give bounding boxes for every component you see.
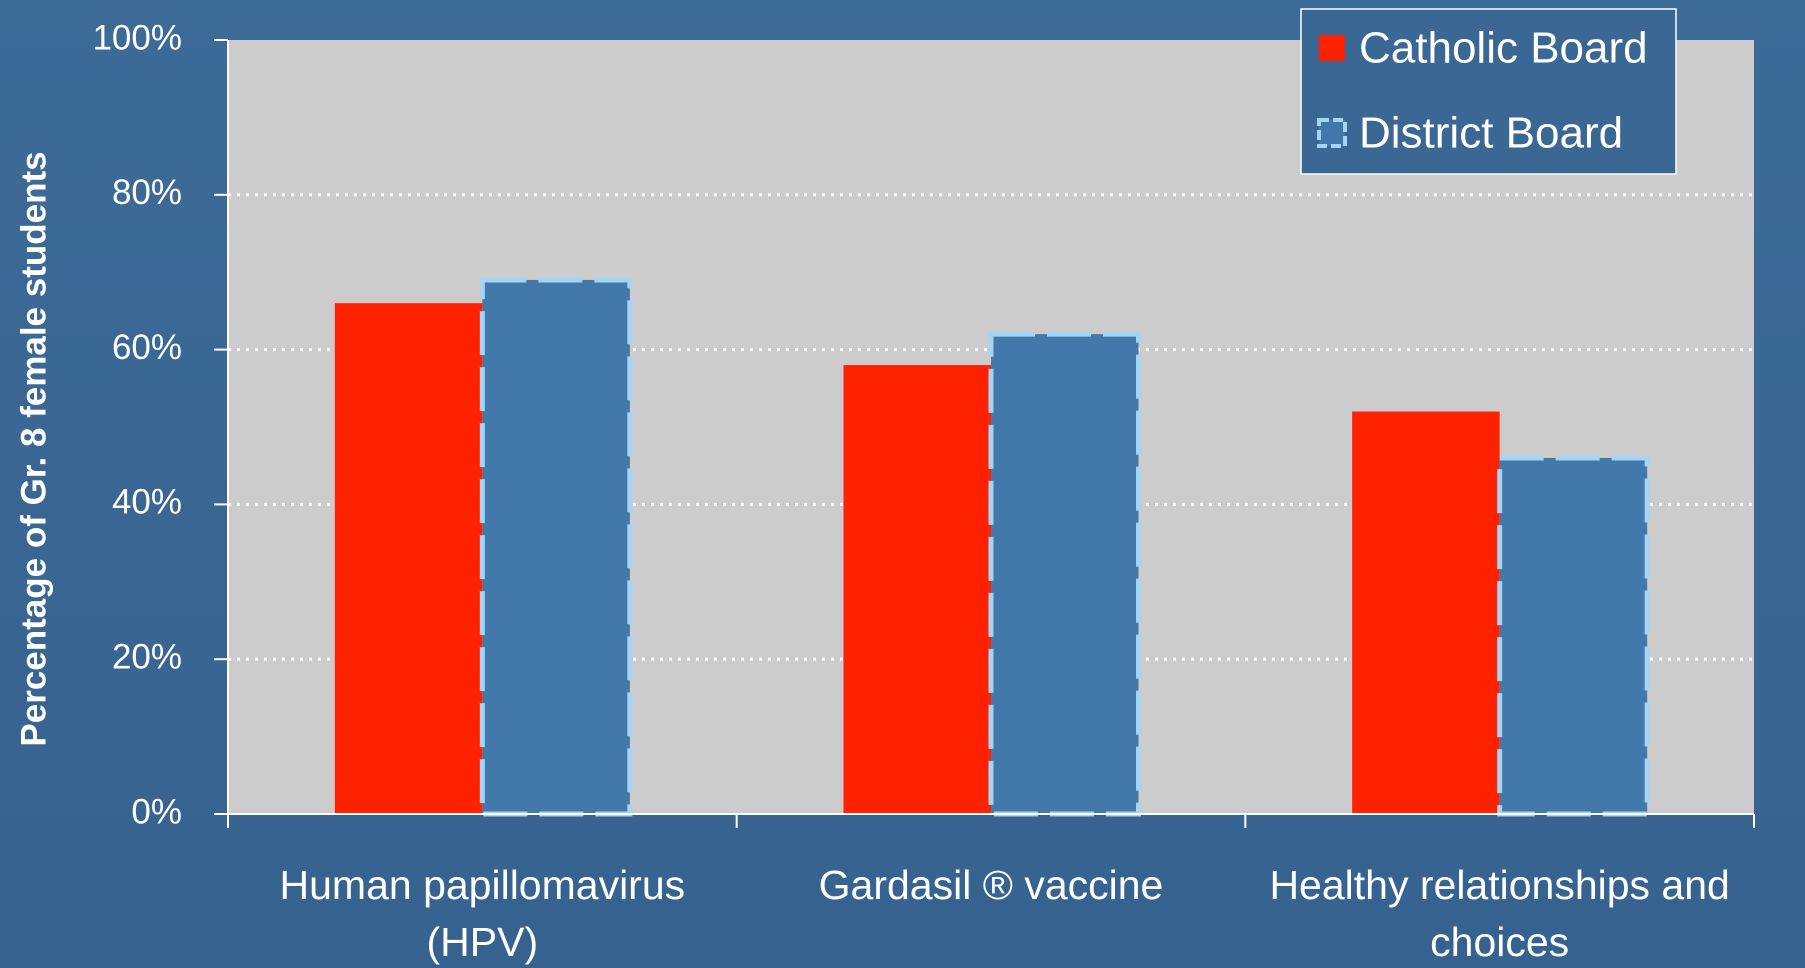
x-tick-label: Human papillomavirus (HPV)	[242, 857, 722, 968]
y-axis-title: Percentage of Gr. 8 female students	[14, 151, 53, 746]
legend-label: District Board	[1359, 109, 1623, 158]
bar	[843, 365, 991, 814]
bar	[482, 280, 630, 814]
bar	[335, 303, 483, 814]
chart: Percentage of Gr. 8 female students 0% 20…	[0, 0, 1805, 968]
legend-swatch	[1319, 120, 1345, 146]
y-tick-label: 60%	[112, 328, 182, 367]
legend-swatch	[1319, 35, 1345, 61]
bar	[1352, 412, 1500, 814]
x-tick-label: Gardasil ® vaccine	[751, 857, 1231, 914]
y-tick-label: 80%	[112, 173, 182, 212]
x-tick-label: Healthy relationships and choices	[1260, 857, 1740, 968]
page: Percentage of Gr. 8 female students 0% 20…	[0, 0, 1805, 968]
y-tick-label: 20%	[112, 637, 182, 676]
legend-label: Catholic Board	[1359, 24, 1648, 73]
y-tick-label: 40%	[112, 483, 182, 522]
bar	[991, 334, 1139, 814]
y-tick-label: 0%	[131, 792, 182, 831]
y-tick-label: 100%	[92, 18, 182, 57]
bar	[1500, 458, 1648, 814]
